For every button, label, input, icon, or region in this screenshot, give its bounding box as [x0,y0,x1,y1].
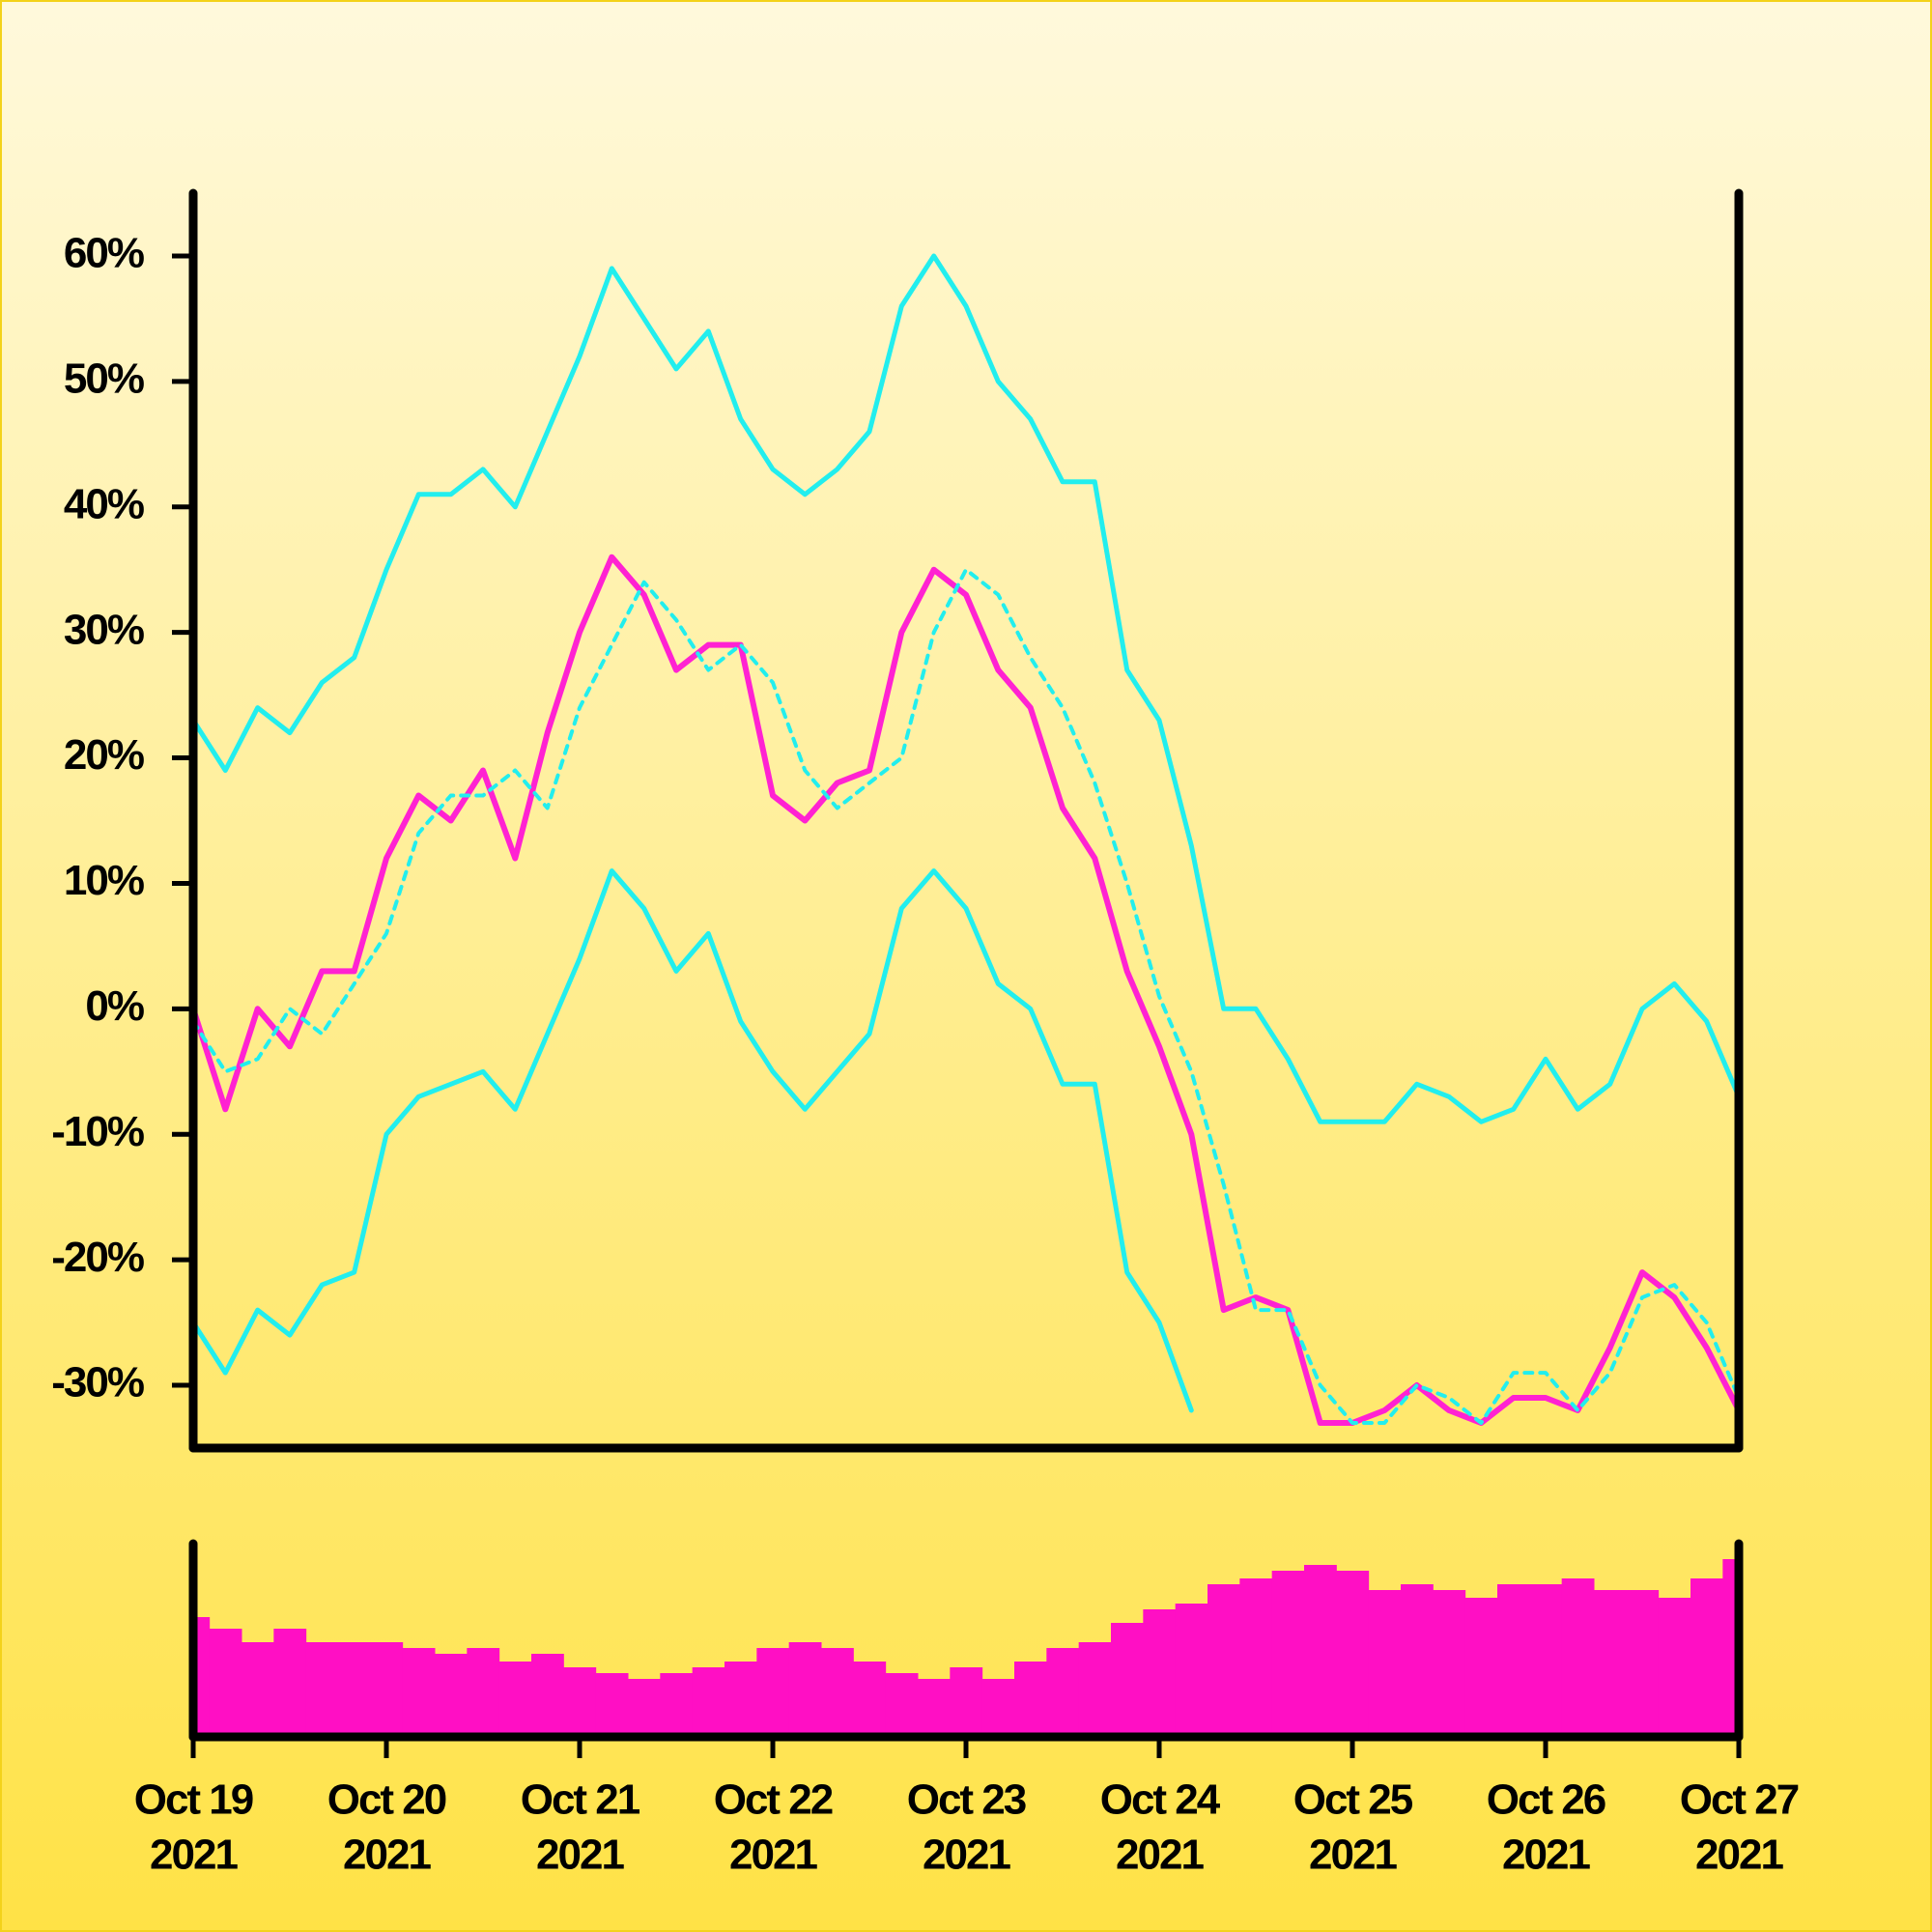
y-tick-label: 50% [64,355,144,402]
volume-bar [273,1629,307,1737]
y-tick-label: -10% [51,1108,144,1155]
volume-bar [1175,1604,1208,1737]
x-tick-label: Oct 23 [907,1776,1026,1824]
volume-bar [1014,1662,1047,1737]
volume-bar [467,1648,500,1737]
volume-bar [498,1662,532,1737]
volume-bar [531,1654,564,1737]
volume-bar [1658,1598,1691,1737]
volume-bar [1561,1578,1595,1737]
volume-bar [950,1667,983,1737]
x-tick-label: Oct 21 [521,1776,640,1824]
x-tick-label: Oct 24 [1100,1776,1221,1824]
x-tick-label: Oct 26 [1487,1776,1605,1824]
y-tick-label: -20% [51,1234,144,1281]
volume-bar [1239,1578,1273,1737]
volume-bar [660,1673,694,1737]
y-tick-label: 0% [85,982,143,1030]
volume-bar [1046,1648,1080,1737]
volume-bar [338,1642,371,1737]
volume-bar [1143,1609,1177,1737]
volume-bar [1690,1578,1723,1737]
volume-bar [1304,1565,1337,1737]
volume-bar [1336,1571,1370,1737]
volume-bar [1271,1571,1305,1737]
x-tick-label: 2021 [1116,1832,1204,1879]
volume-bar [1626,1590,1660,1737]
series-line [193,253,1739,1124]
price-plot [193,253,1739,1426]
volume-bar [724,1662,757,1737]
volume-bar [1368,1590,1402,1737]
x-tick-label: Oct 25 [1293,1776,1413,1824]
volume-bar [1464,1598,1498,1737]
volume-bar [402,1648,436,1737]
volume-plot [193,1559,1739,1737]
volume-bar [1529,1584,1563,1737]
y-tick-label: 40% [64,480,144,527]
x-tick-label: 2021 [1695,1832,1783,1879]
volume-bar [305,1642,339,1737]
volume-bar [1401,1584,1434,1737]
axes: -30% -20% -10% 0% 10% 20% 30% 40% 50% 60% Oct 19 20… [51,188,1801,1879]
x-tick-label: 2021 [923,1832,1010,1879]
volume-bar [1433,1590,1466,1737]
volume-bar [692,1667,725,1737]
volume-bar [788,1642,822,1737]
volume-bar [370,1642,404,1737]
x-tick-label: Oct 20 [327,1776,446,1824]
volume-bar [821,1648,854,1737]
volume-bar [1497,1584,1530,1737]
volume-bar [756,1648,790,1737]
volume-bar [1078,1642,1112,1737]
volume-bar [1594,1590,1627,1737]
x-tick-label: 2021 [1502,1832,1590,1879]
y-tick-label: 10% [64,857,144,904]
volume-bar [981,1679,1015,1737]
x-tick-label: 2021 [1309,1832,1397,1879]
x-tick-label: Oct 19 [134,1776,253,1824]
volume-bar [1208,1584,1240,1737]
volume-bar [595,1673,629,1737]
x-tick-label: 2021 [343,1832,431,1879]
volume-bar [563,1667,597,1737]
x-tick-label: 2021 [729,1832,817,1879]
x-tick-label: 2021 [536,1832,624,1879]
x-tick-label: Oct 27 [1680,1776,1799,1824]
volume-bar [1111,1623,1144,1737]
volume-bar [242,1642,274,1737]
series-line [193,868,1194,1413]
volume-bar [435,1654,468,1737]
y-tick-label: -30% [51,1359,144,1406]
volume-bar [918,1679,951,1737]
volume-bar [628,1679,661,1737]
y-tick-label: 60% [64,230,144,277]
x-tick-label: Oct 22 [714,1776,833,1824]
y-tick-label: 30% [64,606,144,653]
volume-bar [853,1662,887,1737]
x-tick-label: 2021 [150,1832,238,1879]
volume-bar [209,1629,242,1737]
series-line [193,567,1739,1425]
y-tick-label: 20% [64,731,144,779]
volume-bar [885,1673,919,1737]
